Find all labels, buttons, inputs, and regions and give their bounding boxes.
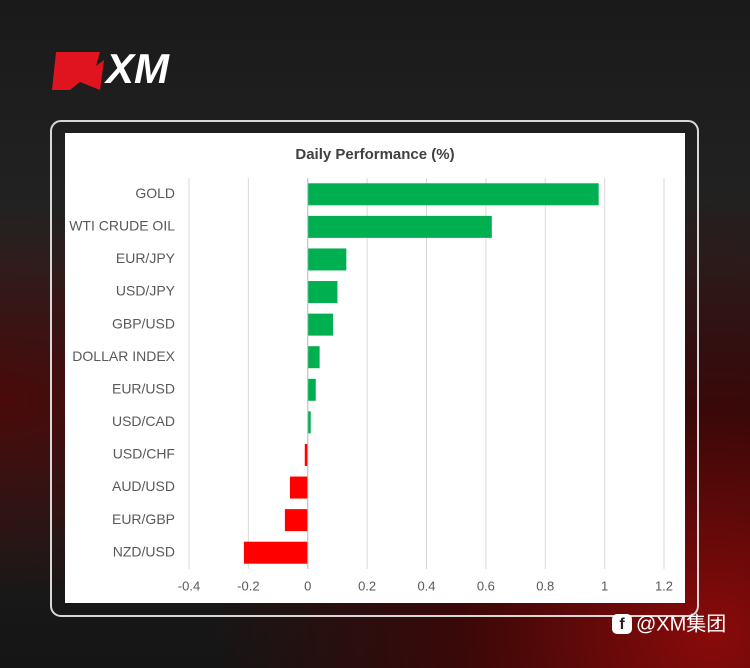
x-tick-label: -0.2 [237, 578, 259, 593]
plot-background [65, 133, 685, 603]
logo-text: XM [104, 45, 170, 92]
y-tick-label: GOLD [135, 185, 175, 201]
x-tick-label: 1.2 [655, 578, 673, 593]
y-tick-label: EUR/USD [112, 380, 175, 396]
y-tick-label: EUR/JPY [116, 250, 176, 266]
logo-mark [52, 52, 104, 90]
y-tick-label: AUD/USD [112, 478, 175, 494]
bar [307, 313, 333, 336]
bar [307, 346, 320, 369]
facebook-icon-f: f [619, 616, 625, 633]
y-tick-label: DOLLAR INDEX [72, 348, 175, 364]
y-tick-label: WTI CRUDE OIL [69, 218, 175, 234]
bar [307, 248, 347, 271]
y-tick-label: USD/CHF [113, 446, 175, 462]
y-tick-label: NZD/USD [113, 543, 175, 559]
bar [307, 411, 311, 434]
bar [304, 443, 308, 466]
x-tick-label: 0.4 [417, 578, 435, 593]
x-tick-label: -0.4 [178, 578, 200, 593]
x-tick-label: 1 [601, 578, 608, 593]
y-tick-label: GBP/USD [112, 315, 175, 331]
chart-title: Daily Performance (%) [295, 146, 454, 163]
y-tick-label: USD/JPY [116, 283, 176, 299]
x-tick-label: 0.2 [358, 578, 376, 593]
panel-border [50, 120, 699, 617]
x-tick-label: 0.6 [477, 578, 495, 593]
bar [243, 541, 308, 564]
y-tick-label: EUR/GBP [112, 511, 175, 527]
x-tick-label: 0 [304, 578, 311, 593]
bar [284, 509, 308, 532]
bar [307, 378, 316, 401]
bar [307, 183, 599, 206]
footer-handle: @XM集团 [636, 612, 726, 635]
y-tick-label: USD/CAD [112, 413, 175, 429]
bar [307, 215, 492, 238]
facebook-icon [612, 614, 632, 634]
bar [307, 281, 338, 304]
bar [289, 476, 308, 499]
x-tick-label: 0.8 [536, 578, 554, 593]
